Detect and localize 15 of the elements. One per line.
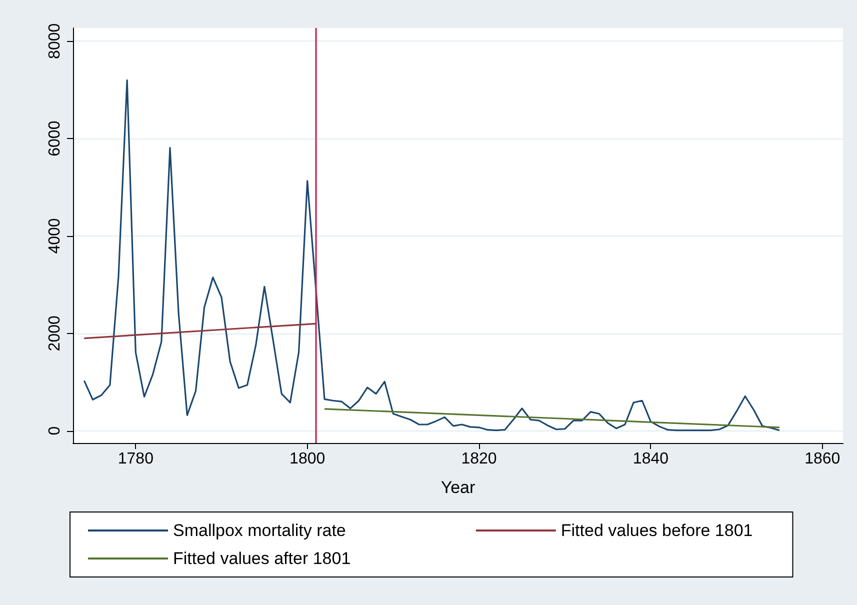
line-series (83, 79, 780, 432)
y-tick-label: 2000 (46, 316, 64, 352)
legend-label: Smallpox mortality rate (173, 521, 346, 540)
y-tick-label: 8000 (46, 23, 64, 59)
y-tick-label: 4000 (46, 218, 64, 254)
y-tick-label: 0 (46, 426, 64, 436)
y-tick-label: 6000 (46, 120, 64, 156)
x-axis-title: Year (440, 478, 476, 497)
x-tick-label: 1780 (118, 450, 154, 468)
x-tick-label: 1820 (461, 450, 497, 468)
legend-label: Fitted values before 1801 (560, 521, 753, 540)
x-tick-label: 1800 (290, 450, 326, 468)
x-tick-label: 1860 (804, 450, 840, 468)
legend-label: Fitted values after 1801 (173, 549, 351, 568)
x-tick-label: 1840 (632, 450, 669, 468)
